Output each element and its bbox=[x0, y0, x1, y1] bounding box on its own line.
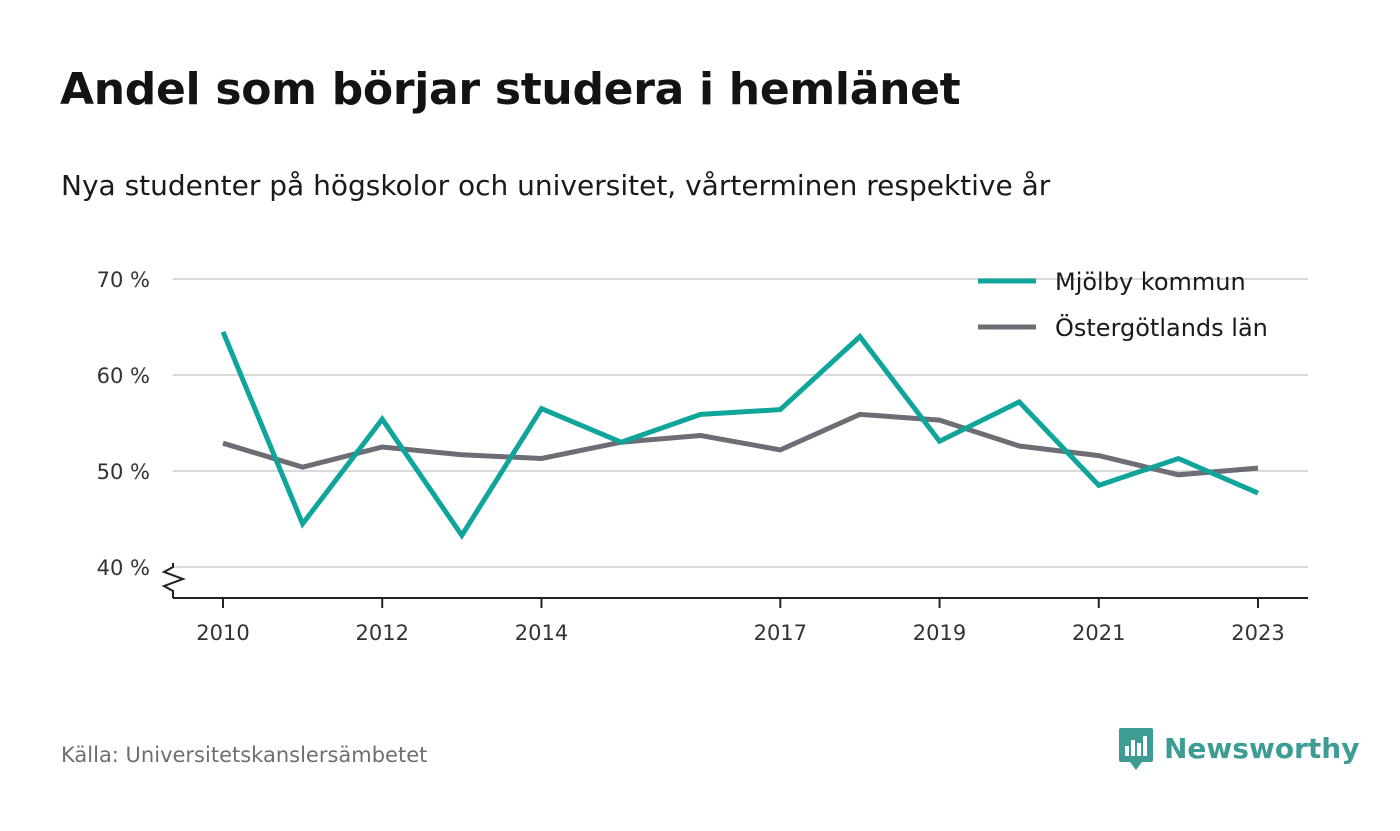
data-point bbox=[221, 441, 226, 446]
data-point bbox=[778, 447, 783, 452]
x-tick-label: 2014 bbox=[515, 621, 568, 645]
y-tick-label: 50 % bbox=[97, 460, 150, 484]
data-point bbox=[1096, 453, 1101, 458]
x-tick-label: 2021 bbox=[1072, 621, 1125, 645]
data-point bbox=[1256, 466, 1261, 471]
series-line-2 bbox=[222, 411, 1259, 478]
x-tick-label: 2019 bbox=[913, 621, 966, 645]
data-point bbox=[1017, 399, 1022, 404]
legend-label: Mjölby kommun bbox=[1055, 268, 1246, 296]
source-note: Källa: Universitetskanslersämbetet bbox=[61, 743, 428, 767]
data-point bbox=[857, 412, 862, 417]
data-point bbox=[778, 407, 783, 412]
x-tick-label: 2017 bbox=[754, 621, 807, 645]
data-point bbox=[459, 533, 464, 538]
data-point bbox=[1017, 444, 1022, 449]
data-point bbox=[1096, 483, 1101, 488]
x-tick-label: 2010 bbox=[196, 621, 249, 645]
x-tick-label: 2023 bbox=[1231, 621, 1284, 645]
y-tick-label: 40 % bbox=[97, 556, 150, 580]
y-tick-label: 60 % bbox=[97, 364, 150, 388]
grid-lines bbox=[173, 278, 1308, 568]
chart-series bbox=[220, 329, 1261, 540]
data-point bbox=[1176, 472, 1181, 477]
data-point bbox=[380, 445, 385, 450]
chart-axes: 40 % 50 % 60 % 70 % 2010 2012 2014 2017 2019 2021… bbox=[97, 268, 1308, 645]
series-line-1 bbox=[220, 330, 1259, 540]
data-point bbox=[300, 521, 305, 526]
data-point bbox=[221, 329, 226, 334]
data-point bbox=[857, 334, 862, 339]
chart-legend: Mjölby kommun Östergötlands län bbox=[978, 268, 1268, 342]
data-point bbox=[698, 412, 703, 417]
chart-subtitle: Nya studenter på högskolor och universit… bbox=[61, 169, 1051, 202]
data-point bbox=[539, 456, 544, 461]
y-tick-label: 70 % bbox=[97, 268, 150, 292]
y-axis-break bbox=[161, 563, 186, 598]
brand-logo: Newsworthy bbox=[1118, 726, 1359, 772]
data-point bbox=[698, 433, 703, 438]
data-point bbox=[937, 418, 942, 423]
data-point bbox=[300, 465, 305, 470]
data-point bbox=[539, 406, 544, 411]
data-point bbox=[619, 440, 624, 445]
data-point bbox=[459, 452, 464, 457]
x-tick-label: 2012 bbox=[356, 621, 409, 645]
data-point bbox=[380, 417, 385, 422]
brand-name: Newsworthy bbox=[1164, 732, 1360, 765]
legend-label: Östergötlands län bbox=[1055, 313, 1268, 342]
data-point bbox=[937, 439, 942, 444]
newsworthy-logo-icon bbox=[1119, 728, 1153, 770]
chart-title: Andel som börjar studera i hemlänet bbox=[60, 64, 961, 115]
data-point bbox=[1176, 456, 1181, 461]
data-point bbox=[1256, 491, 1261, 496]
